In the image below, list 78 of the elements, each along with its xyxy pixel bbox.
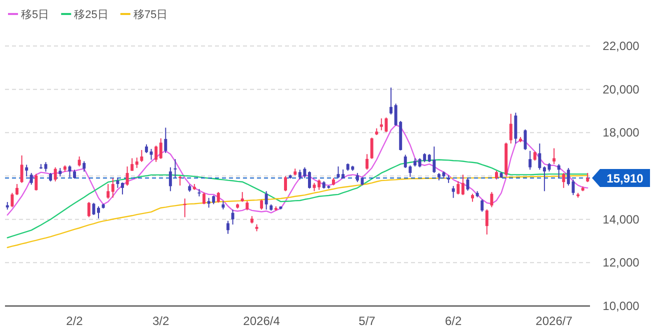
candlestick	[150, 148, 153, 160]
candlestick	[25, 164, 28, 177]
candlestick	[390, 87, 392, 115]
candlestick	[97, 206, 100, 219]
candlestick	[116, 177, 120, 188]
candlestick	[542, 166, 546, 192]
x-tick-label: 5/7	[358, 314, 376, 328]
y-tick-label: 14,000	[602, 212, 640, 226]
candlestick	[135, 157, 138, 168]
candlestick	[130, 158, 134, 172]
candlestick	[78, 156, 81, 167]
candlestick	[452, 185, 455, 198]
candlestick	[159, 138, 162, 160]
candlestick	[198, 188, 201, 197]
x-tick-label: 2026/7	[536, 314, 573, 328]
candlestick	[260, 199, 264, 210]
candlestick	[154, 145, 158, 162]
candlestick	[16, 184, 18, 196]
candlestick	[82, 160, 86, 172]
candlestick	[509, 113, 512, 144]
candlestick	[240, 192, 244, 202]
candlestick	[552, 148, 556, 165]
candlestick	[538, 143, 542, 170]
candlestick	[111, 178, 114, 198]
candlestick	[342, 169, 345, 180]
candlestick	[264, 190, 268, 210]
candlestick	[216, 192, 220, 204]
candlestick	[30, 172, 33, 186]
candlestick	[562, 172, 566, 188]
candlestick	[485, 208, 488, 235]
candlestick	[34, 173, 38, 192]
candlestick	[168, 166, 172, 192]
candlestick	[68, 164, 72, 178]
candlestick	[370, 137, 374, 160]
candlestick	[524, 128, 527, 150]
candlestick	[246, 200, 249, 211]
x-tick-label: 2/2	[66, 314, 84, 328]
candlestick	[20, 154, 24, 184]
candlestick	[456, 180, 460, 195]
candlestick	[557, 164, 560, 178]
candlestick	[466, 177, 470, 192]
candlestick	[461, 174, 464, 196]
legend-label: 移25日	[74, 9, 108, 21]
candlestick	[490, 192, 494, 208]
candlestick	[366, 154, 369, 170]
candlestick	[164, 127, 168, 154]
candlestick	[10, 192, 14, 208]
candlestick	[120, 182, 124, 195]
candlestick	[533, 151, 536, 162]
y-tick-label: 12,000	[602, 256, 640, 270]
y-tick-label: 20,000	[602, 82, 640, 96]
candlestick	[174, 158, 177, 178]
candlestick	[226, 220, 230, 234]
candlestick	[54, 166, 57, 182]
candlestick	[586, 172, 590, 183]
candlestick	[106, 184, 110, 200]
candlestick	[183, 198, 186, 218]
x-tick-label: 6/2	[444, 314, 462, 328]
y-tick-label: 10,000	[602, 299, 640, 313]
candlestick	[231, 209, 234, 226]
candlestick	[528, 150, 532, 170]
candlestick	[92, 202, 96, 216]
candlestick	[284, 176, 287, 192]
candlestick	[480, 198, 484, 212]
legend-label: 移75日	[133, 9, 168, 21]
y-tick-label: 22,000	[602, 39, 640, 53]
candlestick	[308, 170, 311, 190]
y-tick-label: 18,000	[602, 126, 640, 140]
x-tick-label: 3/2	[152, 314, 170, 328]
candlestick	[140, 150, 144, 162]
candlestick	[87, 202, 90, 218]
ref-line-label: 15,910	[606, 171, 644, 186]
candlestick	[126, 166, 129, 186]
legend-label: 移5日	[21, 9, 50, 21]
x-tick-label: 2026/4	[243, 314, 280, 328]
candlestick	[202, 192, 206, 205]
candlestick	[514, 112, 518, 144]
candlestick	[336, 166, 340, 179]
